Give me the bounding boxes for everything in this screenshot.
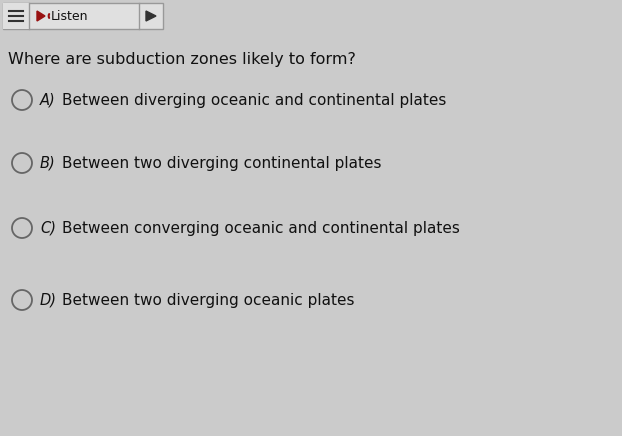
Circle shape — [12, 290, 32, 310]
Text: Between two diverging continental plates: Between two diverging continental plates — [62, 156, 381, 170]
Text: B): B) — [40, 156, 56, 170]
Text: Between diverging oceanic and continental plates: Between diverging oceanic and continenta… — [62, 92, 447, 108]
Circle shape — [12, 153, 32, 173]
Circle shape — [12, 90, 32, 110]
Text: Where are subduction zones likely to form?: Where are subduction zones likely to for… — [8, 52, 356, 67]
Circle shape — [12, 218, 32, 238]
Text: Between converging oceanic and continental plates: Between converging oceanic and continent… — [62, 221, 460, 235]
Text: C): C) — [40, 221, 56, 235]
Text: A): A) — [40, 92, 56, 108]
Text: Listen: Listen — [51, 10, 88, 23]
Polygon shape — [146, 11, 156, 21]
Polygon shape — [37, 11, 45, 21]
Text: D): D) — [40, 293, 57, 307]
FancyBboxPatch shape — [3, 3, 29, 29]
Text: Between two diverging oceanic plates: Between two diverging oceanic plates — [62, 293, 355, 307]
FancyBboxPatch shape — [3, 3, 163, 29]
